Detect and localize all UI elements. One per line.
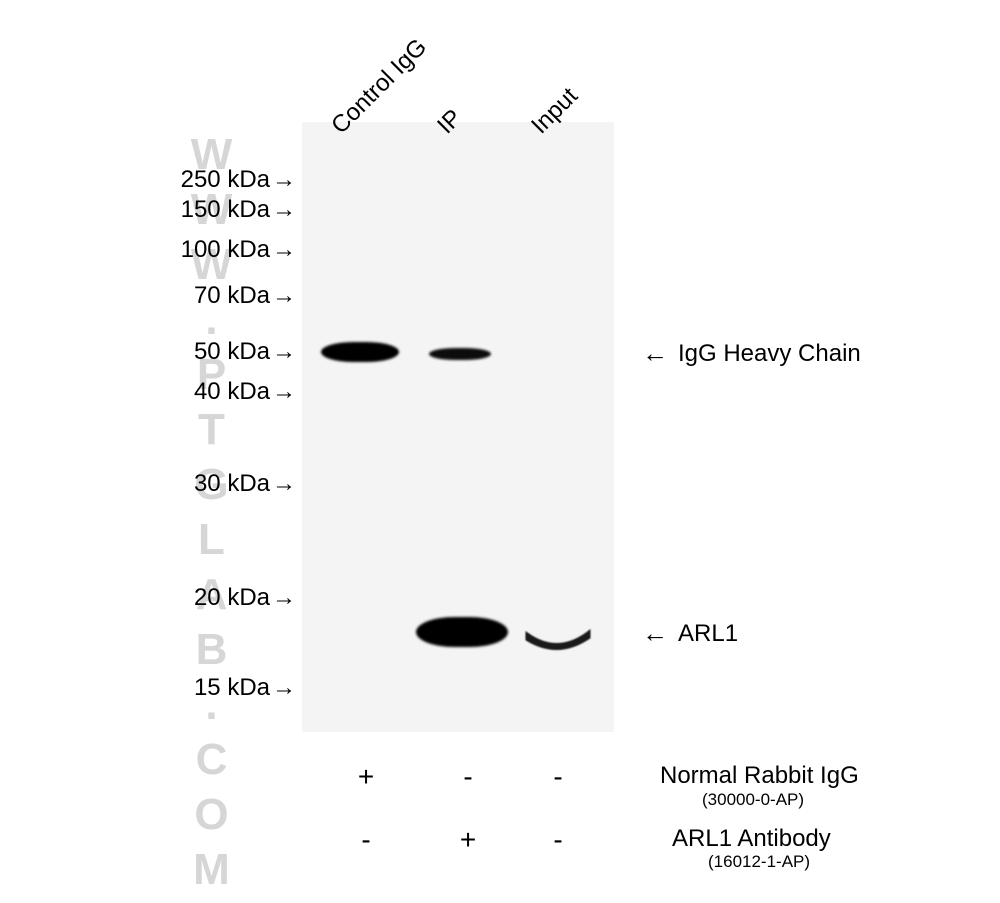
pm-r1-lane1: +: [346, 761, 386, 793]
pm-r1-lane2: -: [448, 761, 488, 793]
mw-value: 100 kDa: [181, 236, 270, 263]
pm-r2-lane1: -: [346, 824, 386, 856]
mw-15: 15 kDa→: [194, 674, 296, 702]
mw-value: 250 kDa: [181, 166, 270, 193]
pm-r1-lane3: -: [538, 761, 578, 793]
pm-r2-lane2: +: [448, 824, 488, 856]
mw-70: 70 kDa→: [194, 282, 296, 310]
mw-40: 40 kDa→: [194, 378, 296, 406]
arrow-right-icon: →: [272, 196, 296, 224]
mw-value: 30 kDa: [194, 470, 270, 497]
arrow-right-icon: →: [272, 166, 296, 194]
mw-value: 20 kDa: [194, 584, 270, 611]
arrow-right-icon: →: [272, 338, 296, 366]
row-sublabel-normal-igg: (30000-0-AP): [702, 790, 804, 810]
mw-250: 250 kDa→: [181, 166, 296, 194]
mw-150: 150 kDa→: [181, 196, 296, 224]
band-igg-ip: [429, 348, 491, 360]
smile-path: [526, 630, 590, 650]
band-label-igg-heavy: ← IgG Heavy Chain: [642, 338, 861, 369]
row-label-arl1-ab: ARL1 Antibody: [672, 825, 831, 853]
row-sublabel-arl1-ab: (16012-1-AP): [708, 852, 810, 872]
band-label-text: ARL1: [678, 620, 738, 648]
mw-value: 70 kDa: [194, 282, 270, 309]
arrow-right-icon: →: [272, 378, 296, 406]
pm-r2-lane3: -: [538, 824, 578, 856]
mw-value: 150 kDa: [181, 196, 270, 223]
band-label-arl1: ← ARL1: [642, 618, 738, 649]
arrow-right-icon: →: [272, 470, 296, 498]
arrow-right-icon: →: [272, 584, 296, 612]
mw-100: 100 kDa→: [181, 236, 296, 264]
band-arl1-input: [523, 628, 593, 656]
band-label-text: IgG Heavy Chain: [678, 340, 861, 368]
mw-20: 20 kDa→: [194, 584, 296, 612]
arrow-right-icon: →: [272, 282, 296, 310]
mw-value: 50 kDa: [194, 338, 270, 365]
band-igg-control: [321, 342, 399, 362]
band-arl1-ip: [416, 617, 508, 647]
arrow-left-icon: ←: [642, 618, 668, 649]
mw-30: 30 kDa→: [194, 470, 296, 498]
arrow-right-icon: →: [272, 236, 296, 264]
mw-value: 40 kDa: [194, 378, 270, 405]
mw-50: 50 kDa→: [194, 338, 296, 366]
arrow-right-icon: →: [272, 674, 296, 702]
arrow-left-icon: ←: [642, 338, 668, 369]
row-label-normal-igg: Normal Rabbit IgG: [660, 762, 859, 790]
mw-value: 15 kDa: [194, 674, 270, 701]
western-blot-figure: WWW.PTGLAB.COM Control IgG IP Input 250 …: [0, 0, 1000, 903]
